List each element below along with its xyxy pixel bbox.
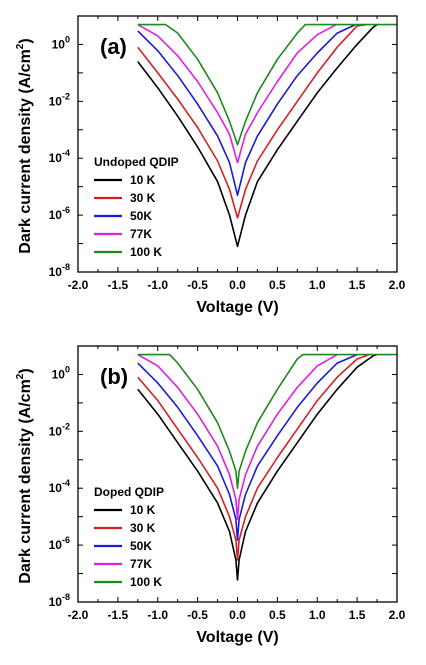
panel-b-series-line-30k — [137, 353, 370, 561]
panel-b-x-tick-label: -1.0 — [147, 608, 168, 622]
panel-a-x-axis-title: Voltage (V) — [196, 299, 278, 316]
panel-b-y-tick-label: 10-4 — [49, 478, 70, 495]
panel-a-series-line-50k — [137, 23, 356, 196]
panel-a-legend-title: Undoped QDIP — [94, 155, 179, 169]
panel-b-x-tick-label: 0.0 — [229, 608, 246, 622]
panel-b-series-line-100k — [137, 353, 397, 490]
panel-a-legend-entry: 30 K — [130, 191, 156, 205]
panel-b-label: (b) — [100, 364, 128, 389]
panel-a-legend-entry: 100 K — [130, 245, 162, 259]
panel-a-y-axis-title: Dark current density (A/cm2) — [15, 38, 34, 253]
panel-a-series-line-77k — [137, 23, 337, 164]
panel-b-x-tick-label: 0.5 — [269, 608, 286, 622]
panel-a: -2.0 -1.5 -1.0 -0.5 0.0 0.5 1.0 1.5 2.0 100 10-2 10… — [15, 15, 406, 316]
panel-b-x-tick-label: 2.0 — [389, 608, 406, 622]
panel-b-legend-entry: 77K — [130, 557, 152, 571]
panel-a-x-tick-label: -0.5 — [187, 278, 208, 292]
panel-b-series-line-77k — [137, 353, 338, 521]
panel-b-series-line-10k — [137, 353, 378, 581]
panel-a-y-tick-label: 10-2 — [49, 91, 70, 108]
panel-b: -2.0 -1.5 -1.0 -0.5 0.0 0.5 1.0 1.5 2.0 100 10-2 10… — [15, 345, 406, 646]
panel-a-y-tick-label: 10-6 — [49, 205, 70, 222]
panel-a-legend-entry: 77K — [130, 227, 152, 241]
panel-b-legend-entry: 100 K — [130, 575, 162, 589]
panel-b-x-tick-label: -2.0 — [68, 608, 89, 622]
panel-a-x-tick-label: -1.5 — [108, 278, 129, 292]
panel-a-series-line-10k — [137, 23, 378, 248]
panel-a-series-group — [137, 23, 397, 248]
panel-a-y-tick-label: 10-8 — [49, 262, 70, 279]
panel-b-series-line-50k — [137, 353, 358, 541]
panel-a-x-tick-label: 0.5 — [269, 278, 286, 292]
panel-a-x-tick-label: -2.0 — [68, 278, 89, 292]
panel-a-legend-entry: 50K — [130, 209, 152, 223]
panel-b-series-group — [137, 353, 397, 581]
panel-a-legend-entry: 10 K — [130, 173, 156, 187]
panel-b-y-axis-title: Dark current density (A/cm2) — [15, 368, 34, 583]
panel-b-x-axis-title: Voltage (V) — [196, 629, 278, 646]
panel-b-legend-entry: 30 K — [130, 521, 156, 535]
panel-b-x-tick-label: 1.0 — [309, 608, 326, 622]
panel-b-legend-entry: 50K — [130, 539, 152, 553]
panel-b-legend-title: Doped QDIP — [94, 485, 164, 499]
panel-a-label: (a) — [100, 34, 127, 59]
panel-a-series-line-30k — [137, 23, 367, 219]
panel-b-y-tick-label: 100 — [52, 364, 70, 381]
panel-b-legend-entry: 10 K — [130, 503, 156, 517]
panel-a-x-tick-label: -1.0 — [147, 278, 168, 292]
panel-a-y-tick-label: 10-4 — [49, 148, 70, 165]
panel-b-x-tick-label: -1.5 — [108, 608, 129, 622]
panel-b-y-tick-label: 10-8 — [49, 592, 70, 609]
panel-b-y-tick-label: 10-2 — [49, 421, 70, 438]
panel-a-series-line-100k — [137, 23, 397, 146]
panel-b-x-tick-label: -0.5 — [187, 608, 208, 622]
panel-a-x-tick-label: 0.0 — [229, 278, 246, 292]
panel-a-y-tick-label: 100 — [52, 34, 70, 51]
panel-a-x-tick-label: 2.0 — [389, 278, 406, 292]
panel-b-y-tick-label: 10-6 — [49, 535, 70, 552]
panel-a-x-tick-label: 1.5 — [349, 278, 366, 292]
panel-b-x-tick-label: 1.5 — [349, 608, 366, 622]
panel-a-x-tick-label: 1.0 — [309, 278, 326, 292]
